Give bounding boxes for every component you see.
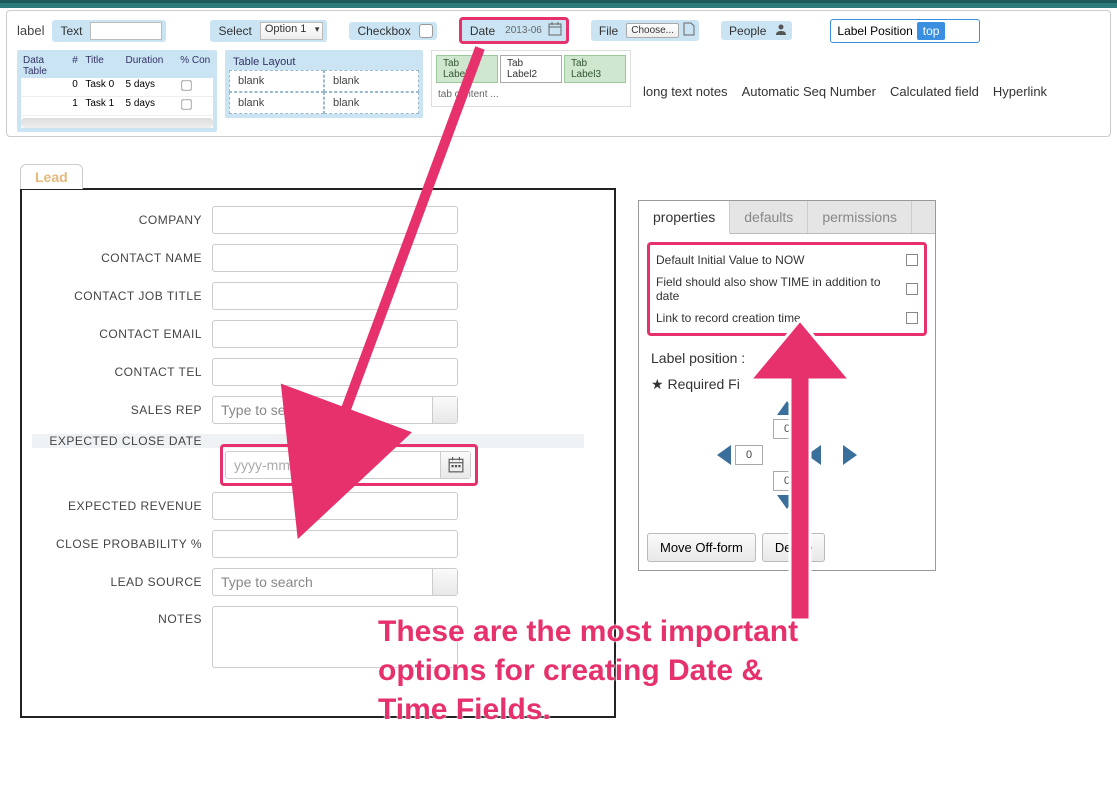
people-label: People [725,24,770,38]
option-checkbox[interactable] [906,283,918,295]
file-label: File [595,24,622,38]
people-field-group[interactable]: People [721,21,792,40]
layout-cell[interactable]: blank [229,70,324,92]
layout-cell[interactable]: blank [324,92,419,114]
option-label: Default Initial Value to NOW [656,253,805,267]
label-text: label [17,23,44,38]
lead-tab[interactable]: Lead [20,164,83,189]
option-label: Field should also show TIME in addition … [656,275,906,303]
permissions-tab[interactable]: permissions [808,201,912,233]
field-label: EXPECTED CLOSE DATE [32,434,212,448]
contact-name-input[interactable] [212,244,458,272]
field-type-link[interactable]: Calculated field [890,84,979,99]
tab-content: tab content ... [436,87,626,102]
arrow-down-icon[interactable] [777,495,797,509]
label-position-text: Label position : [651,350,745,366]
text-input[interactable] [90,22,162,40]
field-label: NOTES [32,606,212,626]
arrow-up-icon[interactable] [777,401,797,415]
file-choose-button[interactable]: Choose... [626,23,679,38]
email-input[interactable] [212,320,458,348]
tab[interactable]: Tab Label1 [436,55,498,83]
text-field-group[interactable]: Text [52,20,166,42]
text-label: Text [56,24,86,38]
toolbar: label Text Select Option 1 Checkbox Date… [6,10,1111,137]
table-layout-widget[interactable]: Table Layout blank blank blank blank [225,50,423,118]
select-field-group[interactable]: Select Option 1 [210,20,327,42]
top-bar [0,0,1117,8]
checkbox-input[interactable] [419,24,433,38]
scrollbar[interactable] [21,118,213,128]
tab[interactable]: Tab Label2 [500,55,562,83]
tabs-widget[interactable]: Tab Label1 Tab Label2 Tab Label3 tab con… [431,50,631,107]
tel-input[interactable] [212,358,458,386]
revenue-input[interactable] [212,492,458,520]
bottom-offset[interactable]: 0 [773,471,801,491]
job-title-input[interactable] [212,282,458,310]
date-field-highlight: yyyy-mm-dd [220,444,478,486]
properties-panel: properties defaults permissions Default … [638,200,936,571]
properties-tab[interactable]: properties [639,201,730,234]
layout-cell[interactable]: blank [229,92,324,114]
required-text: Required Fi [667,376,739,392]
company-input[interactable] [212,206,458,234]
delete-button[interactable]: Delete [762,533,826,562]
field-label: CONTACT JOB TITLE [32,289,212,303]
option-label: Link to record creation time [656,311,801,325]
checkbox-label: Checkbox [353,24,414,38]
position-arrows-widget[interactable]: 0 0 0 [687,401,887,521]
arrow-right-icon[interactable] [843,445,857,465]
left-offset[interactable]: 0 [735,445,763,465]
table-layout-title: Table Layout [229,54,419,70]
field-label: COMPANY [32,213,212,227]
defaults-tab[interactable]: defaults [730,201,808,233]
date-field-group[interactable]: Date 2013-06 [459,17,569,44]
label-position-value[interactable]: top [917,22,946,40]
checkbox-field-group[interactable]: Checkbox [349,22,436,40]
date-value: 2013-06 [503,25,544,36]
date-label: Date [466,24,499,38]
field-label: EXPECTED REVENUE [32,499,212,513]
table-row: 1 Task 1 5 days [21,97,213,116]
field-label: LEAD SOURCE [32,575,212,589]
option-checkbox[interactable] [906,254,918,266]
label-position-control[interactable]: Label Position top [830,19,980,43]
label-position-label: Label Position [837,24,912,38]
table-row: 0 Task 0 5 days [21,78,213,97]
options-highlight: Default Initial Value to NOW Field shoul… [647,242,927,336]
calendar-icon[interactable] [440,452,470,478]
file-field-group[interactable]: File Choose... [591,20,699,41]
tab[interactable]: Tab Label3 [564,55,626,83]
expected-close-date-input[interactable]: yyyy-mm-dd [225,451,471,479]
file-icon [683,22,695,39]
arrow-left2-icon[interactable] [807,445,821,465]
field-label: CONTACT NAME [32,251,212,265]
move-off-form-button[interactable]: Move Off-form [647,533,756,562]
field-label: SALES REP [32,403,212,417]
field-type-link[interactable]: Automatic Seq Number [742,84,876,99]
probability-input[interactable] [212,530,458,558]
field-type-link[interactable]: long text notes [643,84,728,99]
data-table-widget[interactable]: Data Table # Title Duration % Con 0 Task… [17,50,217,132]
field-label: CONTACT EMAIL [32,327,212,341]
sales-rep-select[interactable]: Type to search [212,396,458,424]
field-label: CLOSE PROBABILITY % [32,537,212,551]
people-icon [774,23,788,38]
data-table-title: Data Table [21,54,70,78]
layout-cell[interactable]: blank [324,70,419,92]
field-label: CONTACT TEL [32,365,212,379]
arrow-left-icon[interactable] [717,445,731,465]
field-type-link[interactable]: Hyperlink [993,84,1047,99]
select-label: Select [214,24,255,38]
select-dropdown[interactable]: Option 1 [260,22,324,40]
top-offset[interactable]: 0 [773,419,801,439]
lead-source-select[interactable]: Type to search [212,568,458,596]
calendar-icon[interactable] [548,22,562,39]
field-type-links: long text notes Automatic Seq Number Cal… [643,84,1047,99]
option-checkbox[interactable] [906,312,918,324]
annotation-text: These are the most important options for… [378,612,1018,729]
